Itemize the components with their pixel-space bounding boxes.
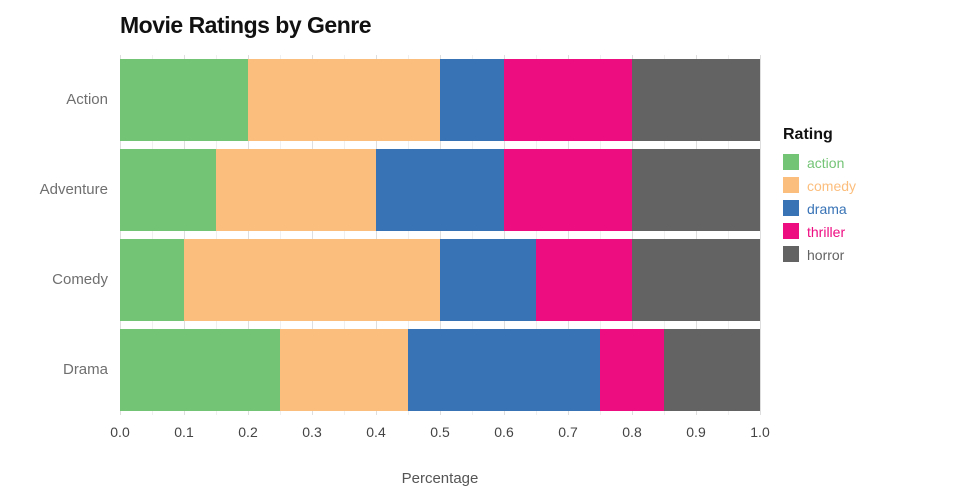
legend-item-action: action (783, 154, 953, 177)
legend: Rating action comedy drama thriller horror (783, 126, 953, 269)
gridline (152, 55, 153, 415)
legend-items: action comedy drama thriller horror (783, 154, 953, 269)
gridline (408, 55, 409, 415)
gridline (344, 55, 345, 415)
bar-row-action (120, 59, 760, 141)
bar-row-drama (120, 329, 760, 411)
legend-label-drama: drama (807, 201, 847, 217)
gridline (120, 55, 121, 415)
gridline (472, 55, 473, 415)
legend-label-horror: horror (807, 247, 845, 263)
bar-segment-comedy (184, 239, 440, 321)
bar-segment-horror (632, 239, 760, 321)
legend-swatch-drama (783, 200, 799, 216)
x-tick-label: 0.7 (558, 424, 578, 440)
bar-segment-horror (664, 329, 760, 411)
legend-item-horror: horror (783, 246, 953, 269)
bar-row-comedy (120, 239, 760, 321)
x-tick-label: 0.1 (174, 424, 194, 440)
x-tick-label: 1.0 (750, 424, 770, 440)
gridline (184, 55, 185, 415)
y-axis-label-comedy: Comedy (52, 271, 108, 288)
legend-label-thriller: thriller (807, 224, 846, 240)
gridline (568, 55, 569, 415)
bar-segment-horror (632, 59, 760, 141)
y-axis-label-action: Action (66, 91, 108, 108)
legend-title: Rating (783, 126, 833, 143)
gridline (760, 55, 761, 415)
legend-swatch-thriller (783, 223, 799, 239)
plot-area (120, 55, 761, 415)
x-tick-label: 0.2 (238, 424, 258, 440)
legend-swatch-horror (783, 246, 799, 262)
bar-segment-drama (440, 59, 504, 141)
bar-segment-drama (408, 329, 600, 411)
gridline (632, 55, 633, 415)
legend-swatch-comedy (783, 177, 799, 193)
bar-segment-comedy (248, 59, 440, 141)
gridline (664, 55, 665, 415)
x-tick-label: 0.6 (494, 424, 514, 440)
x-tick-label: 0.0 (110, 424, 130, 440)
gridline (248, 55, 249, 415)
bar-segment-comedy (216, 149, 376, 231)
legend-swatch-action (783, 154, 799, 170)
gridline (536, 55, 537, 415)
gridline (728, 55, 729, 415)
x-tick-label: 0.9 (686, 424, 706, 440)
gridline (312, 55, 313, 415)
legend-item-drama: drama (783, 200, 953, 223)
gridline (376, 55, 377, 415)
bar-segment-action (120, 149, 216, 231)
gridline (440, 55, 441, 415)
y-axis-label-adventure: Adventure (39, 181, 108, 198)
x-tick-label: 0.4 (366, 424, 386, 440)
bar-segment-drama (376, 149, 504, 231)
gridline (216, 55, 217, 415)
gridline (280, 55, 281, 415)
legend-item-thriller: thriller (783, 223, 953, 246)
legend-label-comedy: comedy (807, 178, 857, 194)
gridline (504, 55, 505, 415)
bar-segment-thriller (536, 239, 632, 321)
bar-segment-horror (632, 149, 760, 231)
gridline (600, 55, 601, 415)
bar-segment-action (120, 239, 184, 321)
bar-segment-action (120, 59, 248, 141)
x-tick-label: 0.3 (302, 424, 322, 440)
bar-segment-action (120, 329, 280, 411)
bar-row-adventure (120, 149, 760, 231)
gridline (696, 55, 697, 415)
x-tick-label: 0.8 (622, 424, 642, 440)
legend-label-action: action (807, 155, 845, 171)
bar-segment-comedy (280, 329, 408, 411)
bar-segment-thriller (600, 329, 664, 411)
chart-title: Movie Ratings by Genre (120, 12, 372, 38)
legend-item-comedy: comedy (783, 177, 953, 200)
bar-segment-thriller (504, 149, 632, 231)
y-axis-label-drama: Drama (62, 361, 108, 378)
x-tick-label: 0.5 (430, 424, 450, 440)
bar-segment-drama (440, 239, 536, 321)
bar-segment-thriller (504, 59, 632, 141)
x-axis-label: Percentage (401, 470, 479, 487)
